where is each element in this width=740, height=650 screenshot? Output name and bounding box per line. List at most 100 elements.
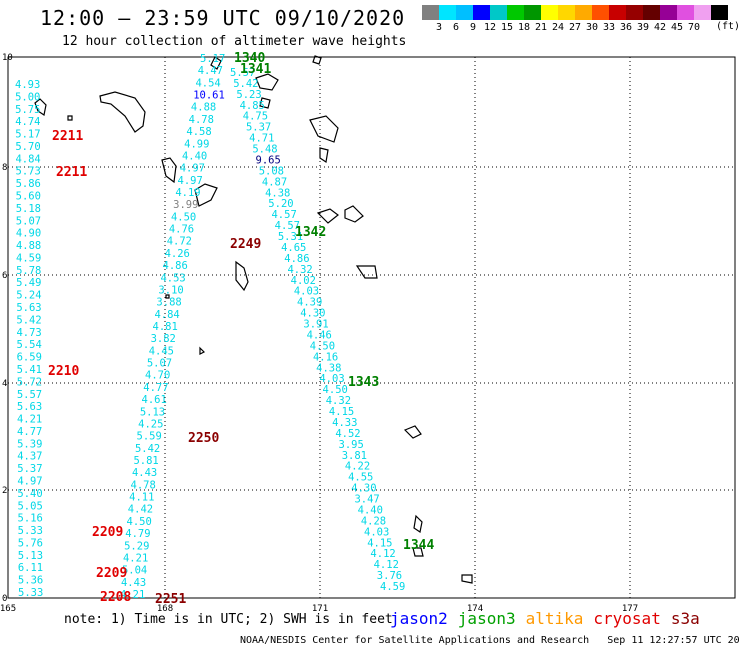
- island-outline: [413, 514, 423, 533]
- wave-height-label: 5.07: [147, 358, 172, 370]
- color-scale-swatch: [626, 5, 643, 20]
- wave-height-label: 3.76: [377, 570, 402, 582]
- wave-height-label: 4.57: [275, 220, 300, 232]
- satellite-legend-item: jason2: [390, 609, 448, 628]
- color-scale-tick-label: 33: [602, 22, 616, 33]
- wave-height-label: 5.72: [17, 376, 42, 388]
- wave-height-label: 5.76: [18, 537, 43, 549]
- wave-height-label: 5.48: [252, 144, 277, 156]
- color-scale-swatch: [609, 5, 626, 20]
- color-scale-swatch: [507, 5, 524, 20]
- wave-height-label: 4.12: [374, 559, 399, 571]
- wave-height-label: 5.73: [16, 166, 41, 178]
- wave-height-label: 4.40: [182, 150, 207, 162]
- island-outline: [259, 97, 271, 109]
- color-scale-bar: [422, 5, 728, 20]
- wave-height-label: 5.16: [18, 513, 43, 525]
- wave-height-label: 4.38: [265, 187, 290, 199]
- wave-height-label: 4.32: [326, 395, 351, 407]
- color-scale-swatch: [575, 5, 592, 20]
- color-scale-tick-label: 27: [568, 22, 582, 33]
- wave-height-label: 4.45: [149, 345, 174, 357]
- wave-height-label: 3.82: [151, 333, 176, 345]
- color-scale-swatch: [694, 5, 711, 20]
- wave-height-label: 4.26: [165, 248, 190, 260]
- map-title: 12:00 – 23:59 UTC 09/10/2020: [40, 6, 406, 30]
- wave-height-label: 4.55: [348, 472, 373, 484]
- wave-height-label: 4.30: [300, 308, 325, 320]
- color-scale-tick-label: 24: [551, 22, 565, 33]
- wave-height-label: 4.90: [16, 228, 41, 240]
- pass-time-label: 2211: [56, 165, 87, 180]
- wave-height-label: 4.50: [323, 384, 348, 396]
- wave-height-label: 3.88: [156, 297, 181, 309]
- wave-height-label: 4.54: [195, 77, 220, 89]
- color-scale-tick-label: 70: [687, 22, 701, 33]
- wave-height-label: 5.40: [17, 488, 42, 500]
- wave-height-label: 3.10: [158, 284, 183, 296]
- color-scale-tick-label: 6: [452, 22, 460, 33]
- satellite-legend-item: jason3: [457, 609, 516, 628]
- wave-height-label: 4.97: [180, 163, 205, 175]
- island-outline: [255, 73, 279, 91]
- color-scale-swatch: [558, 5, 575, 20]
- wave-height-label: 4.81: [153, 321, 178, 333]
- island-outline: [199, 346, 206, 355]
- wave-height-label: 5.63: [16, 302, 41, 314]
- wave-height-label: 4.59: [16, 252, 41, 264]
- color-scale-tick-label: 15: [500, 22, 514, 33]
- wave-height-label: 4.38: [316, 362, 341, 374]
- wave-height-label: 5.17: [200, 53, 225, 65]
- island-outlines: [34, 55, 473, 584]
- wave-height-label: 4.16: [313, 351, 338, 363]
- wave-height-label: 4.03: [294, 286, 319, 298]
- pass-time-label: 2251: [155, 592, 186, 607]
- wave-height-label: 5.13: [18, 550, 43, 562]
- wave-height-label: 5.39: [17, 438, 42, 450]
- color-scale-swatch: [592, 5, 609, 20]
- wave-height-label: 5.59: [137, 431, 162, 443]
- color-scale-swatch: [490, 5, 507, 20]
- wave-height-label: 4.42: [128, 504, 153, 516]
- wave-height-label: 5.07: [16, 215, 41, 227]
- wave-height-label: 6.11: [18, 562, 43, 574]
- wave-height-label: 5.18: [16, 203, 41, 215]
- wave-height-label: 5.86: [16, 178, 41, 190]
- wave-height-label: 5.81: [133, 455, 158, 467]
- wave-height-label: 4.87: [262, 176, 287, 188]
- pass-time-label: 1344: [403, 538, 434, 553]
- pass-time-label: 2209: [96, 566, 127, 581]
- wave-height-label: 5.05: [17, 500, 42, 512]
- satellite-legend: jason2 jason3 altika cryosat s3a: [390, 609, 710, 628]
- color-scale-swatch: [541, 5, 558, 20]
- wave-height-label: 5.49: [16, 277, 41, 289]
- wave-height-label: 4.73: [16, 327, 41, 339]
- wave-height-label: 4.84: [15, 153, 40, 165]
- wave-height-label: 4.21: [17, 414, 42, 426]
- wave-height-label: 5.04: [122, 565, 147, 577]
- pass-time-label: 2209: [92, 525, 123, 540]
- color-scale-swatch: [439, 5, 456, 20]
- pass-time-label: 1343: [348, 375, 379, 390]
- color-scale-tick-label: 36: [619, 22, 633, 33]
- wave-height-label: 4.40: [358, 504, 383, 516]
- island-outline: [34, 98, 47, 116]
- wave-height-label: 4.93: [15, 79, 40, 91]
- longitude-tick-label: 177: [622, 604, 638, 614]
- wave-height-label: 4.88: [191, 102, 216, 114]
- wave-height-label: 4.30: [351, 483, 376, 495]
- wave-height-label: 4.46: [307, 329, 332, 341]
- wave-height-label: 5.20: [268, 198, 293, 210]
- latitude-tick-label: 4: [2, 379, 7, 389]
- wave-height-label: 4.52: [335, 428, 360, 440]
- wave-height-label: 5.75: [15, 104, 40, 116]
- island-outline: [461, 574, 473, 584]
- wave-height-label: 4.19: [175, 187, 200, 199]
- color-scale-tick-label: 45: [670, 22, 684, 33]
- island-outline: [235, 260, 249, 292]
- wave-height-label: 5.13: [140, 406, 165, 418]
- longitude-tick-label: 168: [157, 604, 173, 614]
- color-scale-swatch: [643, 5, 660, 20]
- wave-height-label: 4.03: [364, 526, 389, 538]
- pass-time-label: 1341: [240, 62, 271, 77]
